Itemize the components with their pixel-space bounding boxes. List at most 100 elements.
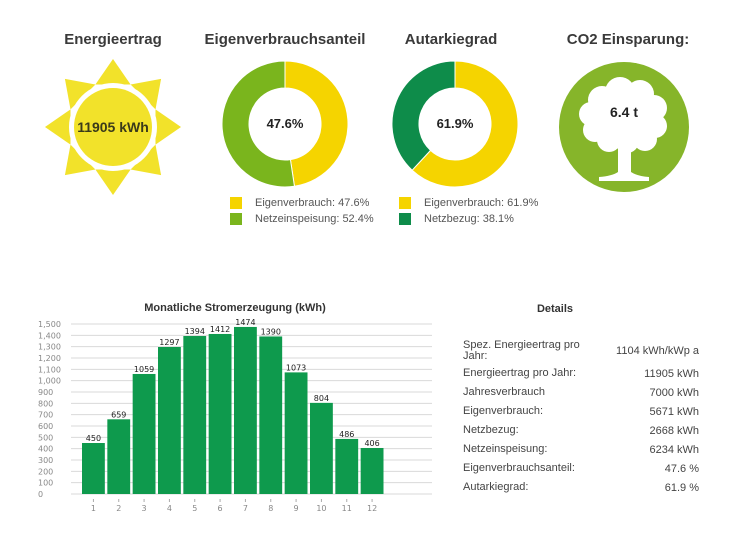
kpi-energieertrag: Energieertrag 11905 kWh [30,0,196,200]
bar-value-label: 1297 [159,338,179,347]
x-tick-label: 4 [167,504,172,513]
y-tick-label: 800 [38,399,53,408]
bar-value-label: 1412 [210,325,230,334]
y-tick-label: 300 [38,456,53,465]
x-tick-label: 1 [91,504,96,513]
donut-slice [221,60,296,188]
details-row: Autarkiegrad: 61.9 % [463,478,705,497]
x-tick-label: 6 [218,504,223,513]
details-value: 11905 kWh [644,367,699,380]
sun-ray [95,59,131,85]
legend: Eigenverbrauch: 47.6% Netzeinspeisung: 5… [230,195,374,227]
legend: Eigenverbrauch: 61.9% Netzbezug: 38.1% [399,195,538,227]
legend-item: Eigenverbrauch: 47.6% [230,195,374,211]
bar-value-label: 659 [111,410,126,419]
y-tick-label: 1,100 [38,365,61,374]
x-tick-label: 3 [142,504,147,513]
kpi-autarkiegrad: Autarkiegrad 61.9% Eigenverbrauch: 61.9%… [370,0,538,230]
bar [82,443,105,494]
details-label: Eigenverbrauchsanteil: [463,462,575,474]
details-row: Netzbezug: 2668 kWh [463,421,705,440]
details-value: 7000 kWh [649,386,699,399]
x-tick-label: 9 [294,504,299,513]
tree-icon [559,62,689,192]
x-tick-label: 8 [268,504,273,513]
donut-center-value: 47.6% [266,116,304,131]
chart-title: Monatliche Stromerzeugung (kWh) [144,302,326,314]
y-tick-label: 600 [38,422,53,431]
sun-ray [130,78,162,110]
details-value: 5671 kWh [649,405,699,418]
y-tick-label: 1,000 [38,377,61,386]
sun-ray [130,144,162,176]
legend-label: Netzbezug: 38.1% [424,213,514,225]
y-tick-label: 1,200 [38,354,61,363]
donut-slice [284,60,349,187]
details-value: 6234 kWh [649,443,699,456]
details-label: Energieertrag pro Jahr: [463,367,577,379]
sun-ray [95,169,131,195]
details-value: 47.6 % [664,462,699,475]
details-label: Spez. Energieertrag pro Jahr: [463,339,580,362]
bar [310,402,333,494]
bar [183,336,207,494]
details-row: Energieertrag pro Jahr: 11905 kWh [463,364,705,383]
bar-value-label: 450 [86,434,101,443]
bar [107,419,131,494]
y-tick-label: 700 [38,411,53,420]
kpi-eigenverbrauchsanteil: Eigenverbrauchsanteil 47.6% Eigenverbrau… [200,0,374,230]
legend-swatch-netzbezug [399,213,411,225]
details-row: Jahresverbrauch 7000 kWh [463,383,705,402]
legend-label: Eigenverbrauch: 47.6% [255,197,370,209]
bar-value-label: 1474 [235,318,255,327]
bar [360,447,384,494]
sun-ray [64,144,96,176]
autarkie-donut [391,60,519,188]
sun-icon [45,59,181,195]
y-tick-label: 400 [38,445,53,454]
details-label: Jahresverbrauch [463,386,545,398]
details-table: Spez. Energieertrag pro Jahr: 1104 kWh/kW… [463,338,705,497]
x-tick-label: 10 [316,504,326,513]
details-panel: Details Spez. Energieertrag pro Jahr: 110… [455,296,710,494]
legend-label: Eigenverbrauch: 61.9% [424,197,539,209]
details-value: 2668 kWh [649,424,699,437]
eigenverbrauch-donut [221,60,349,188]
x-tick-label: 11 [342,504,352,513]
bar [234,326,257,494]
donut-center-value: 61.9% [436,116,474,131]
details-value: 61.9 % [664,481,699,494]
legend-label: Netzeinspeisung: 52.4% [255,213,374,225]
bar-value-label: 804 [314,394,329,403]
y-tick-label: 1,300 [38,343,61,352]
bar-value-label: 1390 [261,327,281,336]
legend-item: Netzeinspeisung: 52.4% [230,211,374,227]
donut-slice [391,60,456,171]
legend-item: Netzbezug: 38.1% [399,211,538,227]
details-row: Spez. Energieertrag pro Jahr: 1104 kWh/kW… [463,338,705,364]
co2-value: 6.4 t [609,104,638,120]
energy-value: 11905 kWh [77,119,149,135]
details-title: Details [536,303,574,315]
y-tick-label: 900 [38,388,53,397]
bar-value-label: 1073 [286,363,306,372]
legend-swatch-eigenverbrauch [230,197,242,209]
monthly-production-chart: Monatliche Stromerzeugung (kWh) 0 100 200 3… [30,296,440,518]
x-tick-label: 7 [243,504,248,513]
y-tick-label: 1,500 [38,320,61,329]
kpi-title: Eigenverbrauchsanteil [204,31,366,48]
bar-value-label: 406 [364,439,379,448]
details-label: Eigenverbrauch: [463,405,544,417]
kpi-title: CO2 Einsparung: [566,31,690,48]
y-tick-label: 200 [38,467,53,476]
bar-value-label: 486 [339,430,354,439]
legend-swatch-eigenverbrauch [399,197,411,209]
kpi-co2-einsparung: CO2 Einsparung: 6.4 t [546,0,710,200]
bar [132,373,156,494]
kpi-title: Autarkiegrad [404,31,498,48]
bar [335,438,359,494]
bar-chart-svg: 0 100 200 300 400 500 600 700 800 900 1,000 1,100 1,… [38,318,432,513]
bar [259,336,283,494]
bar-value-label: 1394 [185,327,205,336]
x-tick-label: 2 [116,504,121,513]
